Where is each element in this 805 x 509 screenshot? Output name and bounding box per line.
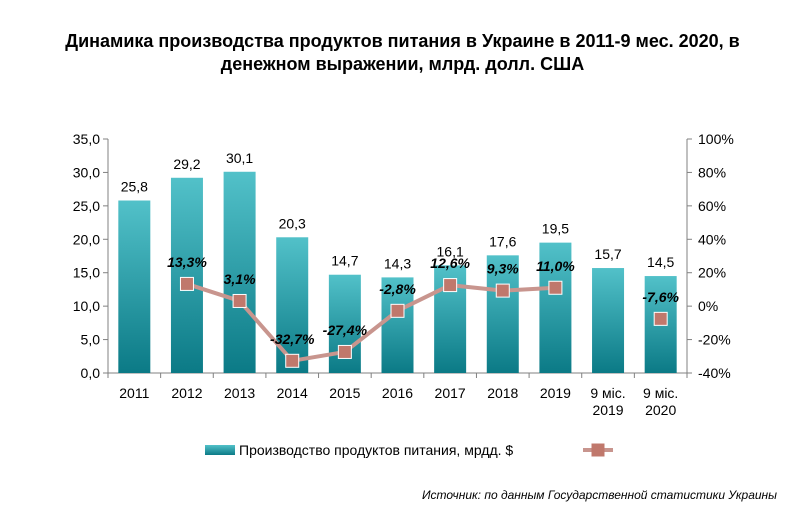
bar-value-label: 16,1 xyxy=(437,243,464,259)
left-tick-label: 35,0 xyxy=(73,131,100,147)
x-tick-label: 2012 xyxy=(171,385,202,401)
legend-bar-label: Производство продуктов питания, мрдд. $ xyxy=(239,442,513,458)
bar-value-label: 30,1 xyxy=(226,150,253,166)
left-tick-label: 5,0 xyxy=(81,332,101,348)
right-tick-label: 40% xyxy=(698,231,726,247)
x-tick-label: 2017 xyxy=(435,385,466,401)
left-tick-label: 25,0 xyxy=(73,198,100,214)
right-tick-label: 80% xyxy=(698,164,726,180)
legend-line-marker xyxy=(591,443,605,457)
bar-value-label: 14,7 xyxy=(331,253,358,269)
bar xyxy=(276,237,309,373)
growth-line xyxy=(186,282,556,363)
growth-value-label: 12,6% xyxy=(430,255,470,271)
right-tick-label: 0% xyxy=(698,298,718,314)
x-tick-label: 9 міс. xyxy=(643,385,678,401)
growth-marker xyxy=(443,278,458,293)
title-line-1: Динамика производства продуктов питания … xyxy=(65,31,740,51)
x-tick-label: 2015 xyxy=(329,385,360,401)
growth-value-label: -32,7% xyxy=(270,331,315,347)
x-tick-label: 2011 xyxy=(119,385,149,401)
growth-marker xyxy=(653,311,668,326)
bar xyxy=(381,277,414,373)
left-tick-label: 30,0 xyxy=(73,164,100,180)
bar xyxy=(486,255,519,373)
x-tick-label: 2016 xyxy=(382,385,413,401)
growth-marker xyxy=(390,303,405,318)
bar xyxy=(118,200,151,373)
bar xyxy=(539,242,572,373)
legend-bar-swatch xyxy=(205,445,235,455)
growth-marker xyxy=(548,280,563,295)
source-note: Источник: по данным Государственной стат… xyxy=(421,488,777,502)
bar xyxy=(223,171,256,373)
x-tick-label: 2019 xyxy=(592,402,623,418)
growth-marker xyxy=(285,353,300,368)
growth-value-label: 3,1% xyxy=(224,271,256,287)
growth-value-label: -7,6% xyxy=(642,289,679,305)
growth-value-label: 13,3% xyxy=(167,254,207,270)
growth-marker xyxy=(337,344,352,359)
bar-value-label: 29,2 xyxy=(173,156,200,172)
x-tick-label: 2020 xyxy=(645,402,676,418)
right-tick-label: 100% xyxy=(698,131,734,147)
growth-value-label: -27,4% xyxy=(323,322,368,338)
left-tick-label: 0,0 xyxy=(81,365,101,381)
bar-value-label: 14,3 xyxy=(384,255,411,271)
growth-marker xyxy=(179,276,194,291)
bar xyxy=(170,177,203,373)
left-tick-label: 15,0 xyxy=(73,265,100,281)
right-tick-label: -40% xyxy=(698,365,731,381)
x-tick-label: 2019 xyxy=(540,385,571,401)
right-tick-label: 20% xyxy=(698,265,726,281)
x-tick-label: 9 міс. xyxy=(590,385,625,401)
growth-marker xyxy=(232,293,247,308)
right-tick-label: -20% xyxy=(698,332,731,348)
bar-value-label: 14,5 xyxy=(647,254,674,270)
growth-value-label: 9,3% xyxy=(487,261,519,277)
growth-marker xyxy=(495,283,510,298)
right-tick-label: 60% xyxy=(698,198,726,214)
bar-value-label: 20,3 xyxy=(279,215,306,231)
title-line-2: денежном выражении, млрд. долл. США xyxy=(220,54,585,74)
bar-value-label: 19,5 xyxy=(542,221,569,237)
x-tick-label: 2018 xyxy=(487,385,518,401)
x-tick-label: 2013 xyxy=(224,385,255,401)
bar-value-label: 15,7 xyxy=(594,246,621,262)
x-tick-label: 2014 xyxy=(277,385,308,401)
bar-value-label: 25,8 xyxy=(121,179,148,195)
chart-title: Динамика производства продуктов питания … xyxy=(0,30,805,76)
bar-value-label: 17,6 xyxy=(489,233,516,249)
growth-value-label: 11,0% xyxy=(536,258,575,274)
growth-value-label: -2,8% xyxy=(379,281,416,297)
left-tick-label: 20,0 xyxy=(73,231,100,247)
left-tick-label: 10,0 xyxy=(73,298,100,314)
bar xyxy=(592,268,625,373)
